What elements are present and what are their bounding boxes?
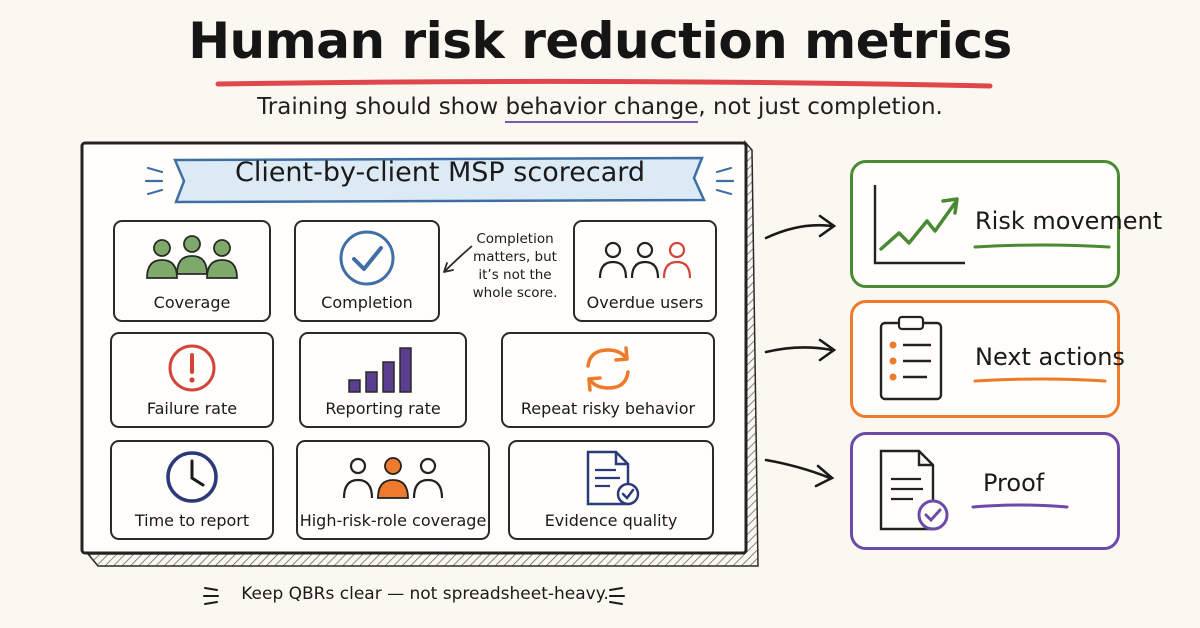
outcome-underline — [973, 377, 1107, 383]
repeat-arrows-icon — [586, 346, 630, 392]
metric-label: Repeat risky behavior — [520, 399, 696, 418]
outcome-card-proof: Proof — [850, 432, 1120, 550]
highlighted-person-icon — [342, 457, 444, 499]
note-line: Completion — [476, 231, 554, 247]
page-title: Human risk reduction metrics — [188, 12, 1012, 70]
footer-note: Keep QBRs clear — not spreadsheet-heavy. — [241, 584, 609, 604]
metric-card-time-to-report: Time to report — [110, 440, 274, 540]
bar-chart-icon — [348, 347, 412, 393]
metric-label: Completion — [321, 293, 413, 312]
note-line: whole score. — [472, 285, 558, 301]
users-outline-icon — [598, 241, 692, 279]
clipboard-checklist-icon — [879, 315, 943, 401]
outcome-label: Next actions — [975, 343, 1125, 371]
check-circle-icon — [339, 230, 395, 286]
metric-label: High-risk-role coverage — [299, 511, 487, 530]
outcome-label: Proof — [983, 469, 1045, 497]
scorecard-banner: Client-by-client MSP scorecard — [234, 157, 646, 188]
metric-card-evidence-quality: Evidence quality — [508, 440, 714, 540]
verified-document-icon — [879, 449, 949, 531]
outcome-card-next-actions: Next actions — [850, 300, 1125, 418]
subtitle-emphasis: behavior change — [505, 94, 699, 123]
metric-card-overdue-users: Overdue users — [573, 220, 717, 322]
verified-document-icon — [586, 450, 640, 506]
subtitle-tail: , not just completion. — [698, 94, 943, 120]
outcome-underline — [971, 503, 1069, 509]
metric-card-reporting-rate: Reporting rate — [299, 332, 467, 428]
outcome-label: Risk movement — [975, 207, 1163, 235]
metric-card-coverage: Coverage — [113, 220, 271, 322]
clock-icon — [166, 451, 218, 503]
outcome-card-risk-movement: Risk movement — [850, 160, 1162, 288]
group-icon — [146, 235, 238, 279]
metric-card-failure-rate: Failure rate — [110, 332, 274, 428]
metric-label: Overdue users — [586, 293, 704, 312]
metric-label: Failure rate — [146, 399, 238, 418]
note-line: it’s not the — [478, 267, 552, 283]
metric-card-high-risk-role-coverage: High-risk-role coverage — [296, 440, 490, 540]
metric-label: Reporting rate — [325, 399, 441, 418]
subtitle: Training should show behavior change, no… — [0, 94, 1200, 123]
metric-card-completion: Completion — [294, 220, 440, 322]
note-line: matters, but — [473, 249, 557, 265]
metric-card-repeat-risky-behavior: Repeat risky behavior — [501, 332, 715, 428]
completion-note: Completion matters, but it’s not the who… — [460, 230, 570, 302]
trend-up-chart-icon — [873, 185, 965, 265]
metric-label: Evidence quality — [544, 511, 678, 530]
metric-label: Coverage — [153, 293, 231, 312]
subtitle-lead: Training should show — [257, 94, 506, 120]
metric-label: Time to report — [134, 511, 250, 530]
alert-circle-icon — [168, 344, 216, 392]
outcome-underline — [973, 243, 1111, 249]
